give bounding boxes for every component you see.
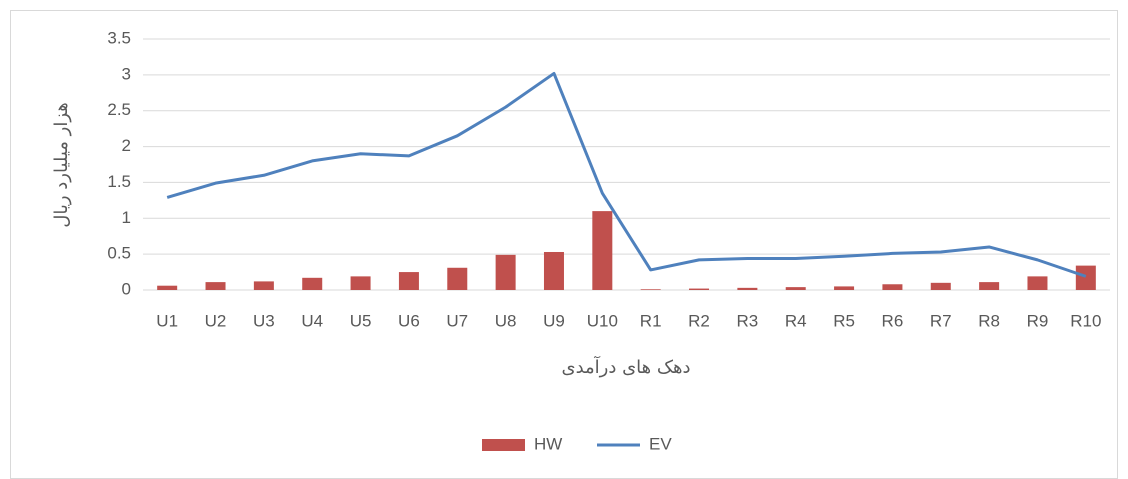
y-tick-label: 0.5 (107, 244, 131, 263)
x-tick-label: R7 (930, 311, 952, 330)
x-tick-label: R9 (1027, 311, 1049, 330)
x-tick-label: U1 (156, 311, 178, 330)
chart-border (11, 11, 1118, 479)
bar (302, 278, 322, 290)
bar (592, 211, 612, 290)
y-tick-label: 0 (122, 279, 131, 298)
bar (786, 287, 806, 290)
bar (351, 276, 371, 290)
x-tick-label: U8 (495, 311, 517, 330)
bar (157, 286, 177, 290)
x-tick-label: U3 (253, 311, 275, 330)
y-tick-label: 1.5 (107, 172, 131, 191)
bar (254, 281, 274, 290)
bar (206, 282, 226, 290)
x-tick-label: R6 (882, 311, 904, 330)
bar (737, 288, 757, 290)
y-tick-label: 3 (122, 64, 131, 83)
y-tick-label: 2.5 (107, 100, 131, 119)
x-tick-label: R3 (737, 311, 759, 330)
x-tick-label: R4 (785, 311, 807, 330)
x-axis-title: دهک های درآمدی (561, 355, 690, 378)
x-tick-label: R5 (833, 311, 855, 330)
chart: هزار میلیارد ریال دهک های درآمدی 0 0.5 1 1.… (0, 0, 1128, 479)
bar (689, 289, 709, 290)
x-tick-label: U4 (301, 311, 323, 330)
x-tick-label: U6 (398, 311, 420, 330)
legend-swatch (482, 439, 525, 451)
bar (447, 268, 467, 290)
bar (834, 286, 854, 290)
x-tick-label: U2 (205, 311, 227, 330)
bar (882, 284, 902, 290)
x-tick-label: R10 (1070, 311, 1101, 330)
bar (544, 252, 564, 290)
y-tick-label: 2 (122, 136, 131, 155)
bar (496, 255, 516, 290)
y-tick-label: 1 (122, 208, 131, 227)
bar (979, 282, 999, 290)
bar (1027, 276, 1047, 290)
x-tick-label: U5 (350, 311, 372, 330)
legend-label: HW (534, 434, 562, 453)
bar (641, 289, 661, 290)
y-tick-label: 3.5 (107, 28, 131, 47)
x-tick-label: U9 (543, 311, 565, 330)
legend-label: EV (649, 434, 672, 453)
bar (1076, 266, 1096, 290)
x-tick-label: U10 (587, 311, 618, 330)
bar (399, 272, 419, 290)
x-tick-label: U7 (446, 311, 468, 330)
y-axis-title: هزار میلیارد ریال (51, 102, 72, 227)
x-tick-label: R8 (978, 311, 1000, 330)
x-tick-label: R1 (640, 311, 662, 330)
bar (931, 283, 951, 290)
x-tick-label: R2 (688, 311, 710, 330)
